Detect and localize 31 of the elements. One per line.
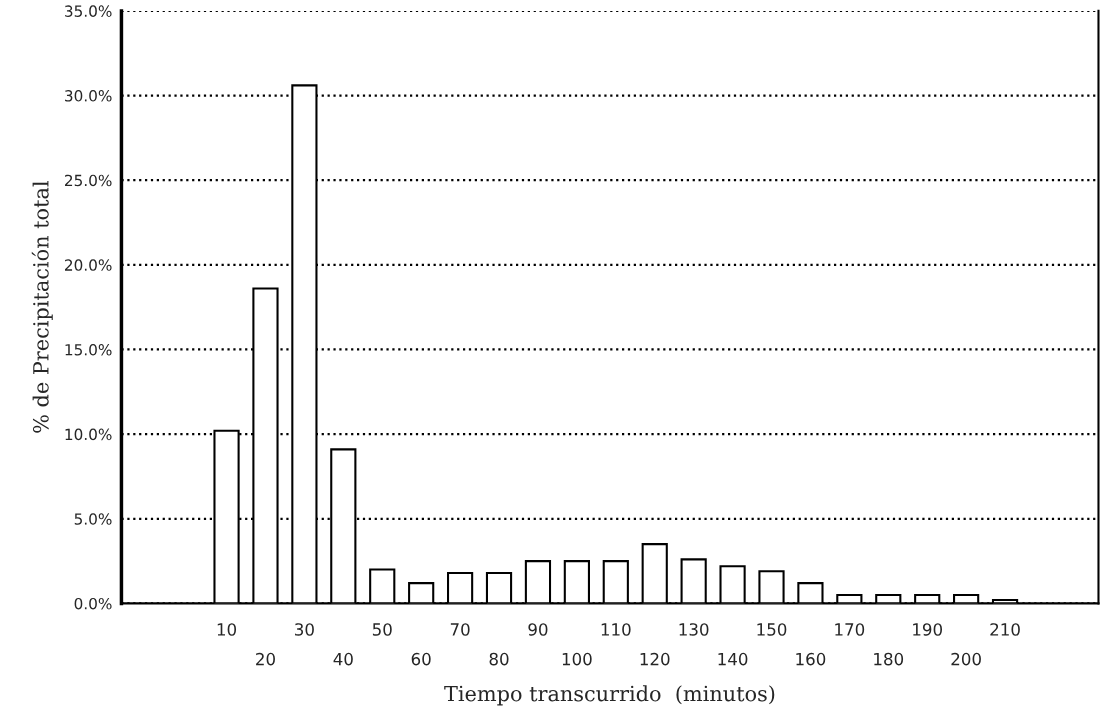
x-tick-label: 70 [450, 623, 470, 636]
x-tick-label: 170 [835, 623, 865, 636]
y-tick-label: 5.0% [74, 513, 112, 525]
x-tick-label: 130 [679, 623, 709, 636]
x-tick-label: 180 [874, 652, 904, 666]
x-axis-title: Tiempo transcurrido (minutos) [444, 685, 775, 706]
x-tick-label: 190 [913, 623, 942, 636]
x-tick-label: 50 [372, 623, 392, 636]
x-tick-label: 80 [489, 652, 509, 666]
x-tick-label: 150 [757, 623, 787, 636]
x-tick-label: 60 [411, 652, 431, 666]
x-tick-label: 90 [528, 623, 548, 636]
x-tick-label: 100 [562, 652, 592, 666]
y-tick-label: 35.0% [65, 5, 112, 17]
x-tick-label: 40 [333, 652, 353, 666]
y-tick-label: 20.0% [65, 259, 112, 271]
x-tick-label: 30 [295, 623, 314, 636]
y-tick-label: 10.0% [65, 428, 112, 441]
x-tick-label: 110 [601, 623, 631, 636]
x-tick-label: 10 [217, 623, 237, 636]
y-tick-label: 25.0% [65, 174, 112, 187]
x-tick-label: 120 [640, 652, 670, 666]
x-tick-label: 160 [796, 652, 826, 666]
y-axis-title: % de Precipitación total [31, 181, 53, 433]
x-tick-label: 20 [256, 652, 275, 666]
x-tick-label: 140 [718, 652, 748, 666]
y-tick-label: 15.0% [65, 343, 112, 356]
y-tick-label: 30.0% [65, 90, 112, 102]
x-tick-label: 210 [990, 623, 1020, 636]
y-tick-label: 0.0% [74, 597, 112, 610]
x-tick-label: 200 [951, 652, 981, 666]
